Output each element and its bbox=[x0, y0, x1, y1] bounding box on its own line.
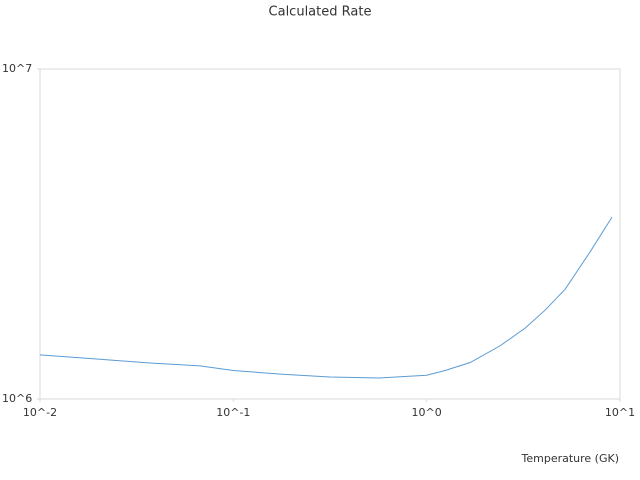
y-tick-label: 10^6 bbox=[2, 392, 32, 405]
y-tick-label: 10^7 bbox=[2, 62, 32, 75]
data-line bbox=[39, 216, 613, 379]
x-axis-label: Temperature (GK) bbox=[521, 452, 620, 465]
x-tick-label: 10^1 bbox=[605, 406, 635, 419]
x-tick-label: 10^-2 bbox=[23, 406, 57, 419]
plot-frame bbox=[39, 68, 621, 400]
x-tick-label: 10^0 bbox=[412, 406, 442, 419]
chart-title: Calculated Rate bbox=[269, 5, 372, 20]
x-tick-label: 10^-1 bbox=[216, 406, 250, 419]
